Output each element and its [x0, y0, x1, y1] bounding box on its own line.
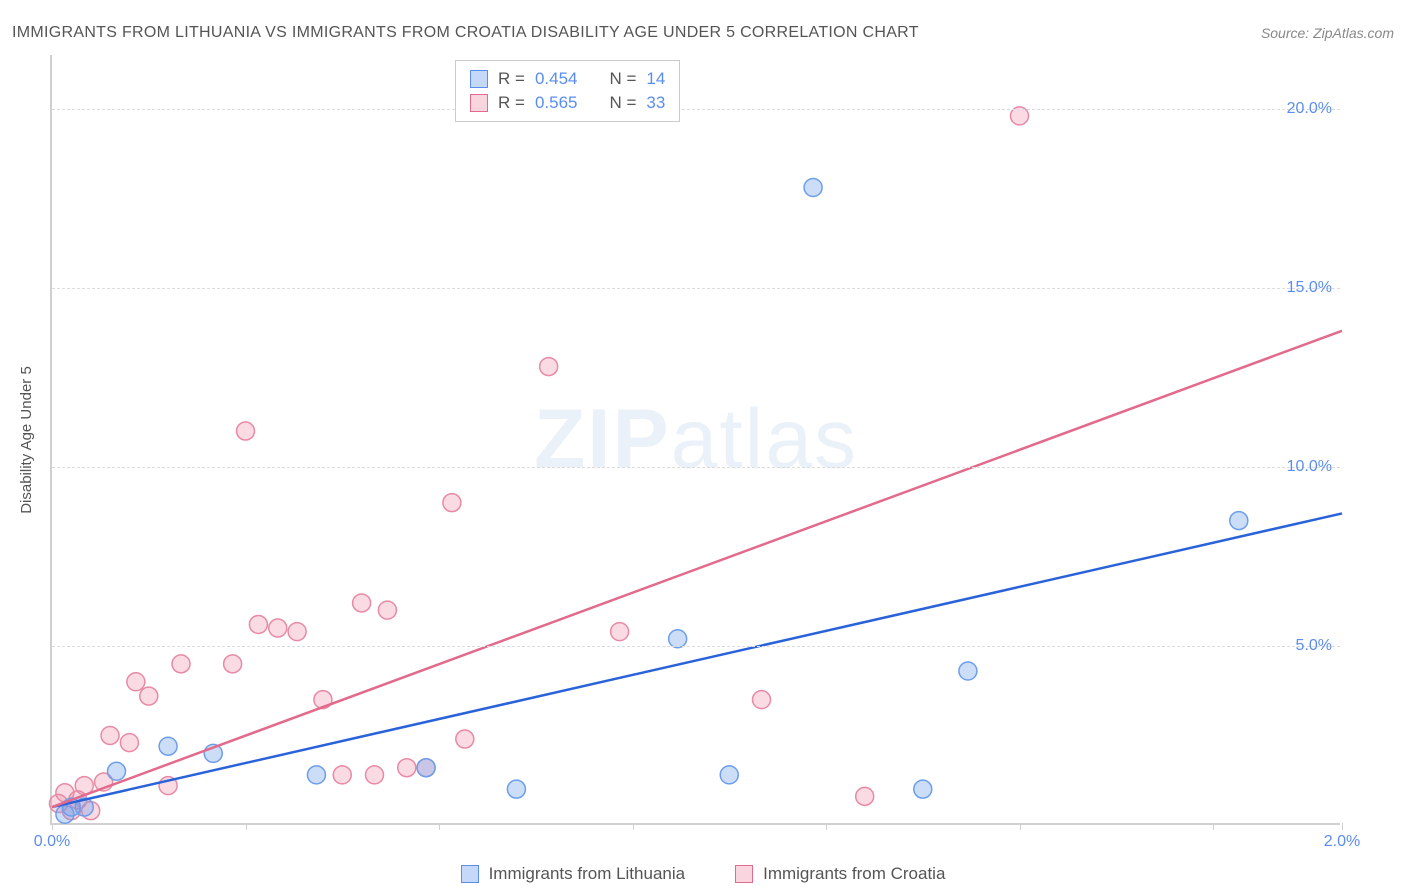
gridline — [52, 467, 1340, 468]
data-point-croatia — [120, 734, 138, 752]
gridline — [52, 646, 1340, 647]
x-tick-mark — [826, 823, 827, 830]
bottom-legend: Immigrants from Lithuania Immigrants fro… — [0, 864, 1406, 884]
trend-line-croatia — [52, 331, 1342, 807]
data-point-croatia — [172, 655, 190, 673]
data-point-croatia — [456, 730, 474, 748]
data-point-lithuania — [914, 780, 932, 798]
data-point-croatia — [753, 691, 771, 709]
gridline — [52, 109, 1340, 110]
data-point-croatia — [611, 623, 629, 641]
n-label: N = — [609, 93, 636, 113]
stats-row-lithuania: R = 0.454 N = 14 — [470, 67, 665, 91]
n-label: N = — [609, 69, 636, 89]
plot-area: ZIPatlas 5.0%10.0%15.0%20.0%0.0%2.0% — [50, 55, 1340, 825]
r-value-croatia: 0.565 — [535, 93, 578, 113]
x-tick-mark — [52, 823, 53, 830]
y-tick-label: 15.0% — [1287, 279, 1332, 297]
data-point-croatia — [540, 358, 558, 376]
legend-label-croatia: Immigrants from Croatia — [763, 864, 945, 884]
r-label: R = — [498, 93, 525, 113]
data-point-lithuania — [507, 780, 525, 798]
data-point-croatia — [353, 594, 371, 612]
data-point-lithuania — [720, 766, 738, 784]
x-tick-label: 2.0% — [1324, 833, 1360, 851]
data-point-lithuania — [307, 766, 325, 784]
x-tick-mark — [439, 823, 440, 830]
data-point-croatia — [140, 687, 158, 705]
y-tick-label: 5.0% — [1296, 637, 1332, 655]
data-point-croatia — [249, 615, 267, 633]
x-tick-mark — [633, 823, 634, 830]
data-point-lithuania — [108, 762, 126, 780]
x-tick-mark — [246, 823, 247, 830]
data-point-croatia — [378, 601, 396, 619]
data-point-croatia — [288, 623, 306, 641]
gridline — [52, 288, 1340, 289]
y-tick-label: 10.0% — [1287, 458, 1332, 476]
stats-row-croatia: R = 0.565 N = 33 — [470, 91, 665, 115]
r-label: R = — [498, 69, 525, 89]
data-point-lithuania — [959, 662, 977, 680]
swatch-lithuania-icon — [470, 70, 488, 88]
plot-svg — [52, 55, 1340, 823]
data-point-lithuania — [804, 179, 822, 197]
data-point-croatia — [398, 759, 416, 777]
source-label: Source: ZipAtlas.com — [1261, 25, 1394, 41]
swatch-lithuania-icon — [461, 865, 479, 883]
data-point-croatia — [443, 494, 461, 512]
legend-item-croatia: Immigrants from Croatia — [735, 864, 945, 884]
x-tick-mark — [1342, 823, 1343, 830]
stats-legend-box: R = 0.454 N = 14 R = 0.565 N = 33 — [455, 60, 680, 122]
x-tick-label: 0.0% — [34, 833, 70, 851]
n-value-croatia: 33 — [646, 93, 665, 113]
chart-title: IMMIGRANTS FROM LITHUANIA VS IMMIGRANTS … — [12, 24, 919, 42]
swatch-croatia-icon — [735, 865, 753, 883]
x-tick-mark — [1213, 823, 1214, 830]
trend-line-lithuania — [52, 513, 1342, 807]
title-bar: IMMIGRANTS FROM LITHUANIA VS IMMIGRANTS … — [12, 18, 1394, 48]
chart-container: IMMIGRANTS FROM LITHUANIA VS IMMIGRANTS … — [0, 0, 1406, 892]
data-point-lithuania — [159, 737, 177, 755]
data-point-croatia — [366, 766, 384, 784]
n-value-lithuania: 14 — [646, 69, 665, 89]
swatch-croatia-icon — [470, 94, 488, 112]
data-point-croatia — [237, 422, 255, 440]
data-point-croatia — [127, 673, 145, 691]
data-point-croatia — [224, 655, 242, 673]
legend-item-lithuania: Immigrants from Lithuania — [461, 864, 686, 884]
data-point-lithuania — [417, 759, 435, 777]
data-point-croatia — [101, 726, 119, 744]
data-point-croatia — [856, 787, 874, 805]
x-tick-mark — [1020, 823, 1021, 830]
r-value-lithuania: 0.454 — [535, 69, 578, 89]
y-axis-label: Disability Age Under 5 — [18, 366, 35, 514]
data-point-croatia — [333, 766, 351, 784]
data-point-lithuania — [1230, 512, 1248, 530]
y-tick-label: 20.0% — [1287, 100, 1332, 118]
legend-label-lithuania: Immigrants from Lithuania — [489, 864, 686, 884]
data-point-croatia — [269, 619, 287, 637]
